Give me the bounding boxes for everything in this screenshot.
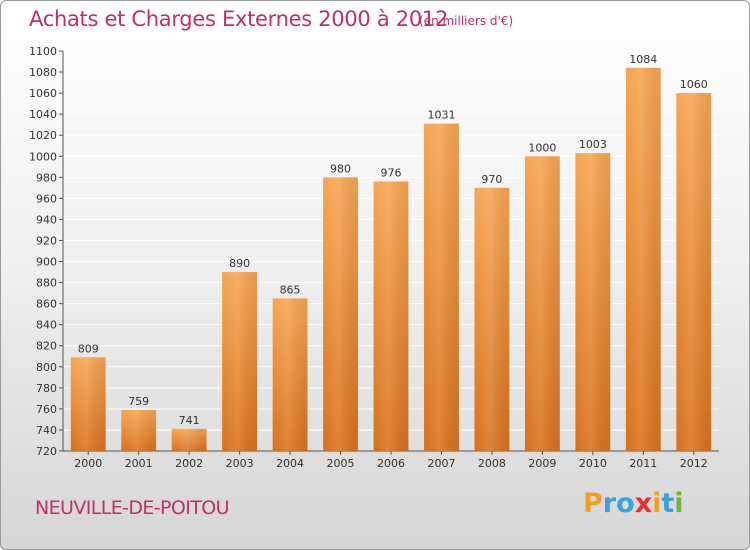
y-tick-label: 980 bbox=[36, 171, 57, 184]
chart-subtitle: (en milliers d'€) bbox=[419, 14, 514, 28]
y-tick-label: 720 bbox=[36, 445, 57, 458]
y-tick-label: 1060 bbox=[29, 87, 57, 100]
bar-shine bbox=[474, 187, 510, 451]
value-label: 1084 bbox=[629, 53, 657, 66]
bar-shine bbox=[575, 153, 611, 451]
y-tick-label: 920 bbox=[36, 234, 57, 247]
bar-shine bbox=[272, 298, 308, 451]
bar-shine bbox=[222, 272, 258, 451]
value-label: 809 bbox=[78, 342, 99, 355]
x-tick-label: 2000 bbox=[74, 457, 102, 470]
value-label: 759 bbox=[128, 395, 149, 408]
value-label: 865 bbox=[280, 283, 301, 296]
y-tick-label: 780 bbox=[36, 382, 57, 395]
x-tick-label: 2012 bbox=[680, 457, 708, 470]
y-tick-label: 840 bbox=[36, 319, 57, 332]
x-tick-label: 2005 bbox=[327, 457, 355, 470]
logo-letter: o bbox=[616, 488, 635, 519]
y-tick-label: 940 bbox=[36, 213, 57, 226]
y-tick-label: 1000 bbox=[29, 150, 57, 163]
x-tick-label: 2011 bbox=[629, 457, 657, 470]
value-label: 890 bbox=[229, 257, 250, 270]
bar-shine bbox=[524, 156, 560, 451]
y-tick-label: 820 bbox=[36, 340, 57, 353]
y-tick-label: 960 bbox=[36, 192, 57, 205]
logo-letter: r bbox=[602, 488, 617, 519]
logo-letter: t bbox=[661, 488, 675, 519]
chart-title: Achats et Charges Externes 2000 à 2012 bbox=[29, 7, 449, 31]
y-tick-label: 800 bbox=[36, 361, 57, 374]
x-tick-label: 2009 bbox=[528, 457, 556, 470]
x-tick-label: 2008 bbox=[478, 457, 506, 470]
value-label: 980 bbox=[330, 162, 351, 175]
bar-shine bbox=[424, 123, 459, 451]
bar-shine bbox=[171, 428, 207, 451]
y-tick-label: 1080 bbox=[29, 66, 57, 79]
value-label: 1031 bbox=[427, 109, 455, 122]
logo-letter: P bbox=[583, 488, 603, 519]
y-tick-label: 740 bbox=[36, 424, 57, 437]
x-tick-label: 2002 bbox=[175, 457, 203, 470]
x-tick-label: 2007 bbox=[427, 457, 455, 470]
bar-shine bbox=[121, 409, 157, 451]
value-label: 976 bbox=[381, 167, 402, 180]
y-tick-label: 1100 bbox=[29, 45, 57, 58]
x-tick-label: 2006 bbox=[377, 457, 405, 470]
bar-shine bbox=[70, 357, 106, 451]
value-label: 1000 bbox=[528, 141, 556, 154]
bar-shine bbox=[625, 67, 661, 451]
x-tick-label: 2004 bbox=[276, 457, 304, 470]
proxiti-logo[interactable]: Proxiti bbox=[583, 488, 684, 519]
value-label: 970 bbox=[481, 173, 502, 186]
value-label: 1060 bbox=[680, 78, 708, 91]
bar-shine bbox=[323, 177, 358, 451]
bar-shine bbox=[373, 181, 409, 452]
y-tick-label: 900 bbox=[36, 256, 57, 269]
y-tick-label: 860 bbox=[36, 298, 57, 311]
y-tick-label: 760 bbox=[36, 403, 57, 416]
y-tick-label: 880 bbox=[36, 277, 57, 290]
y-tick-label: 1040 bbox=[29, 108, 57, 121]
bar-shine bbox=[676, 93, 712, 452]
logo-letter: i bbox=[674, 488, 684, 519]
x-tick-label: 2010 bbox=[579, 457, 607, 470]
value-label: 741 bbox=[179, 414, 200, 427]
logo-letter: x bbox=[634, 488, 653, 519]
x-tick-label: 2003 bbox=[226, 457, 254, 470]
place-name: NEUVILLE-DE-POITOU bbox=[35, 497, 230, 519]
logo-letter: i bbox=[652, 488, 662, 519]
y-tick-label: 1020 bbox=[29, 129, 57, 142]
value-label: 1003 bbox=[579, 138, 607, 151]
x-tick-label: 2001 bbox=[125, 457, 153, 470]
